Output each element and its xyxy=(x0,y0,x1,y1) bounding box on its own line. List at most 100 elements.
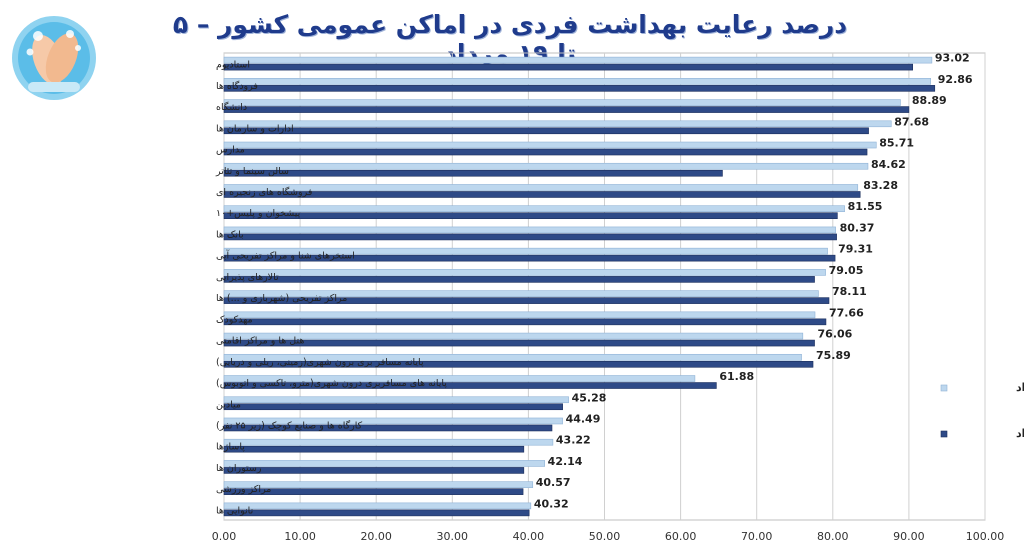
data-label: 61.88 xyxy=(719,370,754,383)
bar-series-2 xyxy=(223,212,838,220)
bar-series-2 xyxy=(223,254,836,262)
bar-series-2 xyxy=(223,191,861,198)
bar-series-2 xyxy=(223,148,868,156)
category-label: پاساژها xyxy=(216,442,245,453)
bar-series-1 xyxy=(223,162,869,170)
data-label: 75.89 xyxy=(816,349,851,362)
data-label: 81.55 xyxy=(848,200,883,213)
category-label: هتل ها و مراکز اقامتی xyxy=(216,336,304,347)
bar-series-2 xyxy=(223,509,530,517)
bar-series-1 xyxy=(223,56,933,64)
data-label: 92.86 xyxy=(938,73,973,86)
bar-series-2 xyxy=(223,339,815,347)
category-label: کارگاه ها و صنایع کوچک (زیر ۲۵ نفر) xyxy=(216,419,363,431)
x-tick-label: 50.00 xyxy=(589,530,621,543)
category-label: رستوران ها xyxy=(216,463,262,474)
bar-series-2 xyxy=(223,382,717,389)
bar-series-2 xyxy=(223,233,837,241)
hand-washing-logo xyxy=(8,8,100,108)
category-label: مدارس xyxy=(216,145,245,156)
category-label: میادین xyxy=(216,399,241,410)
data-label: 45.28 xyxy=(572,391,607,404)
bar-series-1 xyxy=(223,247,828,255)
data-label: 43.22 xyxy=(556,434,591,447)
bar-series-1 xyxy=(223,438,554,446)
bar-series-1 xyxy=(223,269,826,276)
category-label: مراکز تفریحی (شهربازی و ...) ها xyxy=(216,293,347,304)
bar-series-1 xyxy=(223,184,859,191)
bar-series-1 xyxy=(223,205,845,213)
bar-series-2 xyxy=(223,127,869,135)
bar-series-1 xyxy=(223,460,545,467)
category-label: مهدکودک xyxy=(216,314,253,325)
x-tick-label: 80.00 xyxy=(817,530,849,543)
x-tick-label: 90.00 xyxy=(893,530,925,543)
x-tick-label: 70.00 xyxy=(741,530,773,543)
category-label: نانوایی ها xyxy=(216,505,253,516)
bar-series-1 xyxy=(223,375,696,382)
data-label: 40.57 xyxy=(536,476,571,489)
bar-series-2 xyxy=(223,445,525,453)
bar-series-2 xyxy=(223,297,830,304)
bar-series-1 xyxy=(223,141,877,149)
bar-series-1 xyxy=(223,78,931,85)
data-label: 76.06 xyxy=(818,328,853,341)
bar-series-1 xyxy=(223,502,532,510)
bar-series-1 xyxy=(223,226,836,234)
data-label: 44.49 xyxy=(566,412,601,425)
bar-series-2 xyxy=(223,85,936,92)
category-label: سالن سینما و تئاتر xyxy=(215,166,289,177)
bar-series-1 xyxy=(223,332,804,340)
data-label: 80.37 xyxy=(840,221,875,234)
category-label: بانک ها xyxy=(216,229,244,240)
category-label: پایانه مسافر بری برون شهری(زمینی، ریلی و… xyxy=(216,357,424,368)
x-tick-label: 40.00 xyxy=(513,530,545,543)
bar-series-2 xyxy=(223,63,914,71)
bar-series-2 xyxy=(223,318,827,326)
bar-series-1 xyxy=(223,396,569,404)
legend-swatch-2 xyxy=(940,430,948,438)
data-label: 83.28 xyxy=(863,179,898,192)
category-label: پیشخوان و پلیس+۱۰ xyxy=(216,208,301,219)
x-tick-label: 0.00 xyxy=(212,530,237,543)
category-label: مراکز ورزشی xyxy=(216,484,271,495)
category-label: ادارات و سازمان ها xyxy=(216,123,294,134)
category-label: استادیوم xyxy=(216,60,250,71)
legend-label-1: تا ۱۹ مرداد xyxy=(1016,381,1024,394)
bar-series-1 xyxy=(223,353,802,361)
bar-series-2 xyxy=(223,467,525,474)
data-label: 40.32 xyxy=(534,497,569,510)
bar-series-1 xyxy=(223,311,816,319)
data-label: 93.02 xyxy=(935,52,970,65)
legend-label-2: تا ۱۲ مرداد xyxy=(1016,427,1024,440)
data-label: 85.71 xyxy=(879,137,914,150)
data-label: 79.31 xyxy=(838,243,873,256)
x-tick-label: 10.00 xyxy=(284,530,316,543)
x-tick-label: 30.00 xyxy=(437,530,469,543)
bar-series-2 xyxy=(223,488,524,495)
x-tick-label: 60.00 xyxy=(665,530,697,543)
bar-series-2 xyxy=(223,424,553,432)
category-label: فروشگاه های زنجیره ای xyxy=(216,186,312,198)
data-label: 84.62 xyxy=(871,158,906,171)
x-tick-label: 20.00 xyxy=(360,530,392,543)
bar-series-2 xyxy=(223,403,563,411)
data-label: 87.68 xyxy=(894,115,929,128)
bar-series-1 xyxy=(223,99,901,106)
bar-series-2 xyxy=(223,106,910,113)
category-label: تالارهای پذیرایی xyxy=(216,272,279,283)
category-label: پایانه های مسافربری درون شهری(مترو، تاکس… xyxy=(216,378,447,389)
category-label: دانشگاه xyxy=(216,101,247,113)
data-label: 77.66 xyxy=(829,306,864,319)
bar-series-2 xyxy=(223,169,723,177)
legend-swatch-1 xyxy=(940,384,948,392)
data-label: 79.05 xyxy=(829,264,864,277)
bar-series-1 xyxy=(223,417,563,425)
x-tick-label: 100.00 xyxy=(966,530,1005,543)
data-label: 78.11 xyxy=(832,285,867,298)
bar-series-2 xyxy=(223,360,814,368)
bar-series-1 xyxy=(223,120,892,128)
bar-series-1 xyxy=(223,290,819,297)
data-label: 42.14 xyxy=(548,455,583,468)
